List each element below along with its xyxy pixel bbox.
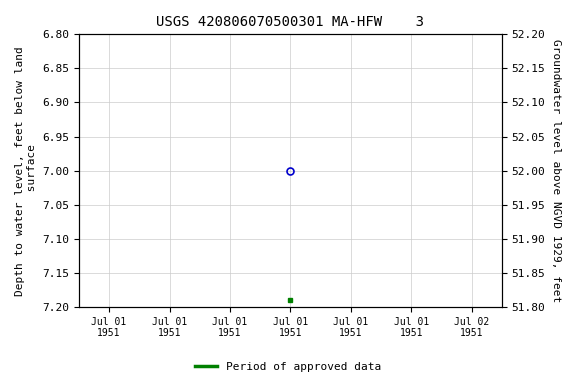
Y-axis label: Groundwater level above NGVD 1929, feet: Groundwater level above NGVD 1929, feet <box>551 39 561 302</box>
Title: USGS 420806070500301 MA-HFW    3: USGS 420806070500301 MA-HFW 3 <box>157 15 425 29</box>
Legend: Period of approved data: Period of approved data <box>191 358 385 377</box>
Y-axis label: Depth to water level, feet below land
 surface: Depth to water level, feet below land su… <box>15 46 37 296</box>
